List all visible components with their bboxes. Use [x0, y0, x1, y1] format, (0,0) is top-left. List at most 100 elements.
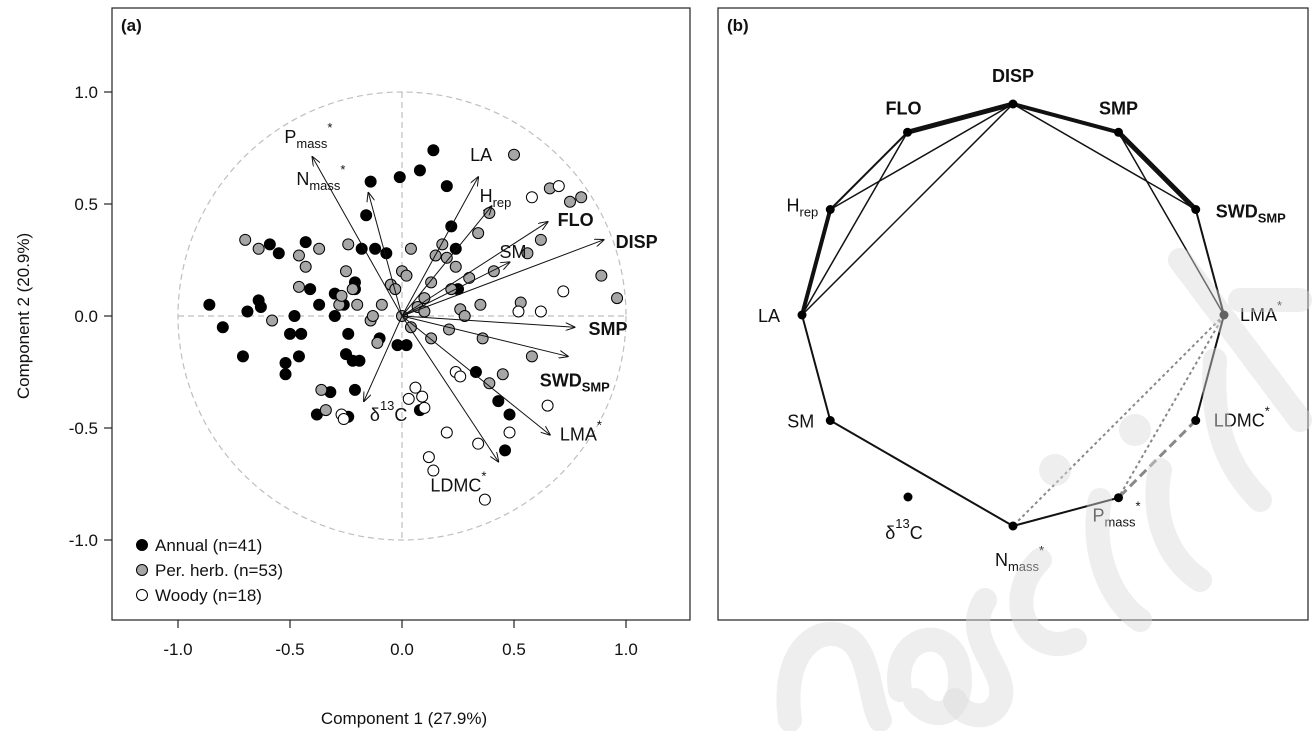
data-point-series-0 [360, 209, 373, 222]
panel-a-points [203, 144, 624, 506]
data-point-series-1 [595, 269, 608, 282]
edge-Nmass-Pmass [1012, 496, 1119, 527]
loading-vector-P [312, 157, 403, 317]
data-point-series-2 [472, 437, 485, 450]
data-point-series-0 [254, 301, 267, 314]
data-point-series-1 [496, 368, 509, 381]
edge-DISP-LA [801, 103, 1014, 316]
loading-vector-FLO [401, 222, 548, 317]
data-point-series-1 [483, 377, 496, 390]
x-tick-label: 1.0 [614, 640, 638, 659]
edge-LMA-Nmass [1012, 314, 1225, 527]
data-point-series-1 [521, 247, 534, 260]
legend-label: Per. herb. (n=53) [155, 561, 283, 580]
panel-b-label: (b) [727, 16, 749, 35]
node-Hrep [825, 205, 835, 214]
data-point-series-2 [557, 285, 570, 298]
x-axis-title: Component 1 (27.9%) [321, 709, 487, 728]
edge-SMP-LMA [1117, 131, 1225, 316]
data-point-series-1 [252, 242, 265, 255]
data-point-series-1 [443, 323, 456, 336]
data-point-series-0 [342, 327, 355, 340]
loading-vector-SMP [401, 315, 574, 327]
vector-label-H: Hrep [480, 186, 512, 210]
data-point-series-2 [416, 390, 429, 403]
data-point-series-1 [299, 260, 312, 273]
data-point-series-1 [440, 251, 453, 264]
edge-SWD-LMA [1194, 209, 1225, 316]
data-point-series-1 [342, 238, 355, 251]
data-point-series-2 [418, 401, 431, 414]
vector-label-P: Pmass* [284, 120, 332, 151]
data-point-series-1 [292, 249, 305, 262]
data-point-series-1 [319, 404, 332, 417]
edge-FLO-Hrep [829, 131, 909, 211]
data-point-series-1 [525, 350, 538, 363]
edge-FLO-DISP [906, 101, 1014, 135]
data-point-series-0 [241, 305, 254, 318]
node-label-LA: LA [758, 306, 780, 326]
node-DISP [1008, 99, 1018, 109]
data-point-series-1 [474, 298, 487, 311]
panel-a-vectors: Pmass* Nmass* LA Hrep FLO DISP SM SMP SWDSMP LMA*… [284, 120, 657, 496]
legend-marker [136, 539, 148, 551]
vector-label-FLO: FLO [558, 210, 594, 230]
data-point-series-0 [295, 327, 308, 340]
loading-vector-LDMC [401, 315, 498, 462]
x-tick-label: 0.5 [502, 640, 526, 659]
data-point-series-1 [458, 310, 471, 322]
y-tick-label: -1.0 [69, 531, 98, 550]
vector-label-SWD: SWDSMP [540, 370, 610, 394]
data-point-series-1 [346, 283, 359, 296]
data-point-series-2 [440, 426, 453, 439]
data-point-series-1 [375, 298, 388, 311]
data-point-series-0 [279, 368, 292, 381]
node-label-FLO: FLO [886, 98, 922, 118]
legend-marker [136, 564, 148, 576]
data-point-series-0 [284, 327, 296, 340]
node-label-LMA: LMA* [1240, 298, 1282, 325]
edge-LMA-Pmass [1117, 314, 1225, 499]
loading-vector-δ [364, 315, 403, 401]
data-point-series-1 [611, 292, 624, 305]
data-point-series-2 [534, 305, 547, 318]
node-FLO [903, 127, 912, 137]
data-point-series-0 [413, 164, 426, 177]
data-point-series-0 [400, 339, 413, 352]
edge-FLO-LA [801, 131, 909, 316]
data-point-series-1 [487, 265, 500, 278]
vector-label-DISP: DISP [616, 232, 658, 252]
data-point-series-1 [340, 265, 352, 278]
panel-b-frame [717, 7, 1309, 621]
data-point-series-0 [263, 238, 276, 251]
x-tick-label: -0.5 [275, 640, 304, 659]
data-point-series-0 [292, 350, 305, 363]
data-point-series-2 [541, 399, 554, 412]
node-LMA [1219, 310, 1229, 320]
y-tick-label: 0.5 [74, 195, 98, 214]
data-point-series-1 [508, 148, 520, 161]
node-label-LDMC: LDMC* [1214, 404, 1270, 431]
x-tick-label: 0.0 [390, 640, 414, 659]
node-label-DISP: DISP [992, 66, 1034, 86]
node-label-SWD: SWDSMP [1216, 202, 1286, 226]
data-point-series-2 [552, 180, 565, 193]
data-point-series-1 [292, 280, 305, 293]
panel-a-legend: Annual (n=41) Per. herb. (n=53) Woody (n=1… [136, 536, 283, 605]
data-point-series-0 [272, 247, 285, 260]
data-point-series-1 [400, 269, 413, 282]
panel-a-frame [111, 7, 691, 621]
loading-vector-N [368, 193, 403, 317]
data-point-series-2 [454, 370, 467, 383]
data-point-series-0 [355, 242, 368, 255]
node-SM [825, 416, 835, 425]
edge-LA-SM [801, 314, 832, 421]
data-point-series-0 [288, 310, 301, 322]
data-point-series-1 [366, 310, 379, 322]
edge-LMA-LDMC [1194, 314, 1225, 421]
vector-label-SMP: SMP [588, 319, 627, 339]
node-label-Hrep: Hrep [787, 196, 819, 220]
network-nodes: DISP SMP SWDSMP LMA* LDMC* Pmass* Nmass* δ13C SM… [758, 66, 1286, 574]
data-point-series-0 [393, 171, 406, 184]
vector-label-SM: SM [500, 242, 527, 262]
